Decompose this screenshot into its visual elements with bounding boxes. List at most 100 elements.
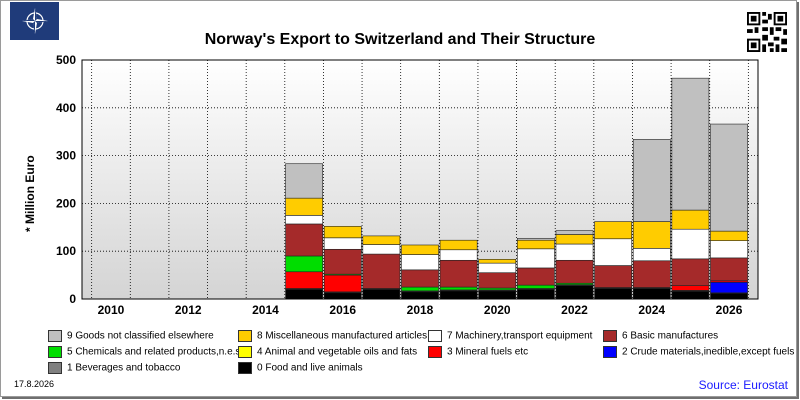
legend-label: 6 Basic manufactures (622, 330, 719, 342)
legend-label: 5 Chemicals and related products,n.e.s. (67, 346, 244, 358)
bar-segment (323, 248, 362, 275)
y-tick-label: 400 (56, 101, 76, 115)
bar-segment (478, 272, 517, 289)
bar-segment (362, 235, 401, 245)
legend-label: 4 Animal and vegetable oils and fats (257, 346, 418, 358)
x-tick-label: 2010 (98, 303, 125, 317)
legend-swatch (238, 362, 252, 374)
x-tick-label: 2024 (638, 303, 665, 317)
bar-segment (401, 286, 439, 292)
legend-swatch (48, 362, 62, 374)
bar-segment (439, 290, 478, 300)
bar-segment (401, 254, 439, 271)
bar-segment (401, 269, 439, 288)
bar-segment (632, 139, 671, 222)
bar-segment (285, 215, 323, 225)
x-tick-label: 2016 (329, 303, 356, 317)
bar-segment (710, 230, 748, 241)
bar-segment (362, 289, 401, 300)
bar-segment (439, 239, 478, 251)
plot-border (81, 59, 759, 300)
bar-segment (478, 290, 517, 300)
bar-segment (632, 288, 671, 300)
bar-segment (401, 291, 439, 300)
bar-segment (555, 243, 594, 261)
chart-title: Norway's Export to Switzerland and Their… (204, 31, 596, 48)
bar-segment (517, 284, 555, 289)
legend-label: 9 Goods not classified elsewhere (67, 330, 214, 342)
bar-segment (671, 285, 710, 291)
legend-label: 3 Mineral fuels etc (447, 346, 529, 358)
y-tick-label: 300 (56, 149, 76, 163)
y-tick-label: 500 (56, 53, 76, 67)
bar-segment (710, 281, 748, 294)
bar-segment (555, 234, 594, 245)
x-tick-label: 2012 (175, 303, 202, 317)
bar-segment (594, 265, 632, 288)
bar-segment (710, 240, 748, 259)
bar-segment (710, 257, 748, 282)
legend-item: 9 Goods not classified elsewhere (48, 330, 214, 344)
legend-label: 0 Food and live animals (257, 362, 363, 374)
bar-segment (671, 291, 710, 300)
bar-segment (555, 285, 594, 300)
legend-item: 7 Machinery,transport equipment (428, 330, 592, 344)
bar-segment (632, 260, 671, 288)
bar-segment (285, 163, 323, 199)
x-tick-label: 2022 (561, 303, 588, 317)
x-tick-label: 2014 (252, 303, 279, 317)
source-link[interactable]: Source: Eurostat (698, 378, 788, 392)
bar-segment (285, 255, 323, 273)
legend-swatch (428, 330, 442, 342)
bar-segment (285, 289, 323, 300)
legend-item: 5 Chemicals and related products,n.e.s. (48, 346, 243, 360)
bar-segment (439, 259, 478, 288)
bar-segment (632, 221, 671, 249)
legend-swatch (48, 330, 62, 342)
y-tick-label: 100 (56, 244, 76, 258)
bar-segment (555, 230, 594, 235)
legend-item: 8 Miscellaneous manufactured articles (238, 330, 427, 344)
x-tick-label: 2018 (407, 303, 434, 317)
bar-segment (323, 274, 362, 293)
bar-segment (478, 259, 517, 264)
bar-segment (323, 226, 362, 239)
bar-segment (401, 244, 439, 255)
legend-item: 0 Food and live animals (238, 362, 363, 376)
bar-segment (671, 258, 710, 286)
stacked-bar-chart: 0 100 200 300 400 500 2010 2012 2014 2016 2018 2020… (56, 53, 759, 317)
legend-label: 2 Crude materials,inedible,except fuels (622, 346, 795, 358)
bar-segment (632, 248, 671, 262)
bar-segment (323, 237, 362, 250)
legend-swatch (603, 346, 617, 358)
x-tick-label: 2020 (484, 303, 511, 317)
bar-segment (439, 249, 478, 261)
legend-swatch (238, 346, 252, 358)
bar-segment (362, 253, 401, 289)
bar-segment (555, 259, 594, 284)
legend-item: 3 Mineral fuels etc (428, 346, 528, 360)
legend-item: 6 Basic manufactures (603, 330, 718, 344)
bar-segment (323, 292, 362, 300)
bar-segment (671, 77, 710, 211)
bar-segment (671, 228, 710, 260)
y-tick-label: 200 (56, 196, 76, 210)
bar-segment (478, 262, 517, 274)
legend-item: 4 Animal and vegetable oils and fats (238, 346, 417, 360)
y-tick-label: 0 (69, 292, 76, 306)
nato-star-logo (10, 2, 59, 40)
bar-segment (517, 267, 555, 286)
bar-segment (362, 244, 401, 255)
bar-segment (285, 223, 323, 257)
bar-segment (517, 239, 555, 250)
bar-segment (594, 221, 632, 240)
legend-swatch (48, 346, 62, 358)
legend-label: 7 Machinery,transport equipment (447, 330, 593, 342)
qr-code-icon[interactable] (747, 12, 787, 52)
legend-item: 2 Crude materials,inedible,except fuels (603, 346, 794, 360)
bar-segment (710, 292, 748, 300)
legend-label: 1 Beverages and tobacco (67, 362, 181, 374)
bar-segment (517, 248, 555, 269)
bar-segment (517, 289, 555, 300)
legend-swatch (238, 330, 252, 342)
